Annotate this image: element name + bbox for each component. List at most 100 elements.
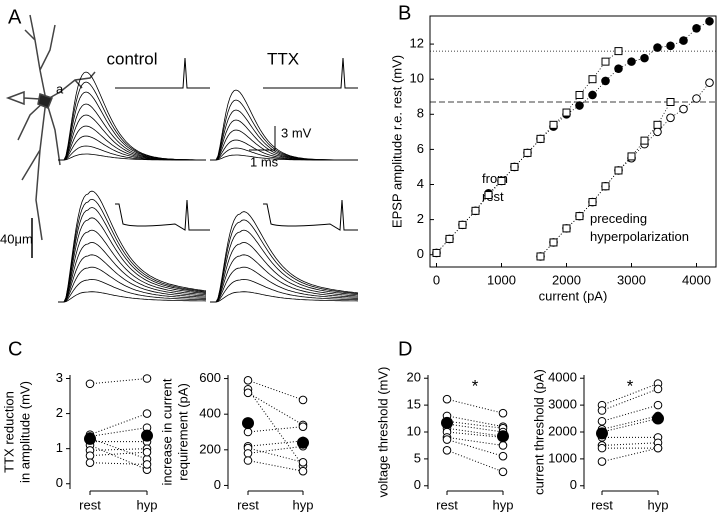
pair-line [89,462,148,465]
pair-line [601,388,659,411]
pair-line [247,445,304,454]
pair-line [247,388,304,467]
trace [210,266,359,303]
trace [58,291,207,303]
trace [58,241,207,303]
neuron-morphology [5,14,96,258]
panel-label: B [398,2,411,24]
point [614,47,623,56]
point [575,212,584,221]
x-axis-label: current (pA) [539,288,608,303]
point [142,409,152,418]
point [627,57,636,66]
trace [58,198,207,303]
pair-line [247,440,304,447]
x-tick-label: hyp [137,497,158,512]
plot-frame [429,15,717,268]
y-tick-label: 0 [570,477,577,492]
condition-label: control [106,49,157,68]
point [666,41,675,51]
x-tick-label: hyp [648,497,669,512]
point [536,134,545,143]
point [298,457,308,467]
y-tick-label: 0 [56,475,63,490]
annotation: preceding hyperpolarization [590,211,689,244]
point [666,113,675,123]
pair-line [247,447,304,463]
point [498,408,508,418]
point [575,101,584,110]
trace [58,71,206,161]
y-tick-label: 8 [417,106,424,121]
trace [210,278,358,303]
trace [210,241,359,303]
point [597,457,607,466]
x-tick-label: hyp [293,497,314,512]
y-tick-label: 15 [407,397,421,412]
y-tick-label: 400 [199,406,221,421]
annotation-line: hyperpolarization [590,229,689,244]
point [705,78,714,87]
trace [58,91,206,161]
x-tick-label: rest [79,497,101,512]
y-tick-label: 12 [410,36,424,51]
y-tick-label: 10 [407,423,421,438]
point [243,449,253,458]
point [298,422,308,431]
panel-label: C [8,338,22,360]
series-line [436,20,710,254]
trace [210,219,359,303]
y-axis-label: voltage threshold (mV) [375,367,390,498]
pair-line [601,442,659,446]
y-tick-label: 3000 [548,397,577,412]
inset-trace [115,199,210,231]
point [601,76,610,86]
mean-point [84,432,96,445]
point [601,57,610,66]
scale-label: 1 ms [250,154,279,169]
y-axis-label: current threshold (pA) [531,369,546,495]
inset-trace [263,57,358,89]
x-tick-label: rest [436,497,458,512]
pair-line [601,447,659,463]
point [243,376,253,385]
trace [58,229,207,303]
point [243,427,253,437]
mean-point [297,436,309,449]
point [497,176,506,185]
trace [58,114,206,161]
point [458,220,467,229]
pair-line [247,460,304,472]
point [523,148,532,157]
point [484,191,493,200]
point [510,162,519,171]
point [498,467,508,477]
point [666,98,675,107]
point [705,16,714,26]
y-tick-label: 2 [56,405,63,420]
condition-label: TTX [267,49,299,68]
trace [58,81,206,161]
point [653,120,662,129]
point [562,224,571,233]
point [536,252,545,261]
y-tick-label: 1000 [548,450,577,465]
x-tick-label: hyp [493,497,514,512]
y-tick-label: 600 [199,370,221,385]
point [653,443,663,453]
trace [58,278,206,303]
point [142,374,152,383]
y-axis-label: EPSP amplitude r.e. rest (mV) [389,55,404,228]
pair-line [446,427,504,437]
trace [210,291,359,303]
pair-line [247,392,304,426]
point [640,53,649,63]
point [442,394,452,404]
point [627,152,636,161]
y-tick-label: 10 [410,71,424,86]
point [597,416,607,426]
mean-point [441,416,453,429]
mean-point [596,427,608,440]
pair-line [601,418,659,433]
trace [210,229,359,303]
